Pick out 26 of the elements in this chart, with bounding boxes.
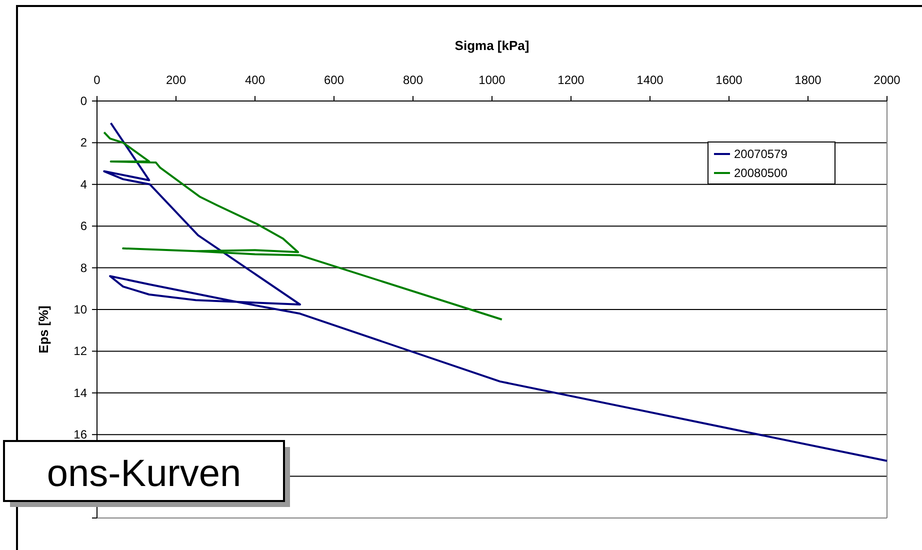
x-tick-label: 2000 bbox=[874, 73, 901, 87]
x-tick-label: 600 bbox=[324, 73, 344, 87]
x-tick-label: 200 bbox=[166, 73, 186, 87]
line-series bbox=[103, 131, 503, 321]
x-tick-label: 400 bbox=[244, 73, 266, 87]
y-tick-label: 2 bbox=[80, 136, 88, 150]
x-tick-label: 800 bbox=[402, 73, 424, 87]
x-tick-label: 1600 bbox=[716, 73, 743, 87]
y-tick-label: 0 bbox=[80, 94, 88, 108]
annotation: ons-Kurven bbox=[46, 453, 242, 495]
y-tick-label: 14 bbox=[74, 386, 88, 400]
y-tick-label: 10 bbox=[74, 302, 88, 316]
x-tick-label: 1800 bbox=[794, 73, 822, 87]
legend-label: 20070579 bbox=[734, 147, 788, 161]
x-tick-label: 1000 bbox=[478, 73, 506, 87]
y-tick-label: 12 bbox=[74, 344, 88, 358]
y-tick-label: 4 bbox=[80, 177, 88, 192]
legend-label: 20080500 bbox=[734, 166, 788, 180]
y-tick-label: 6 bbox=[80, 219, 88, 234]
x-tick-label: 1400 bbox=[636, 73, 664, 87]
y-tick-label: 8 bbox=[80, 260, 88, 275]
x-tick-label: 1200 bbox=[558, 73, 585, 87]
x-tick-label: 0 bbox=[94, 73, 101, 87]
y-tick-label: 16 bbox=[74, 428, 88, 442]
y-axis-title: Eps [%] bbox=[36, 306, 51, 354]
x-axis-title: Sigma [kPa] bbox=[454, 38, 530, 53]
